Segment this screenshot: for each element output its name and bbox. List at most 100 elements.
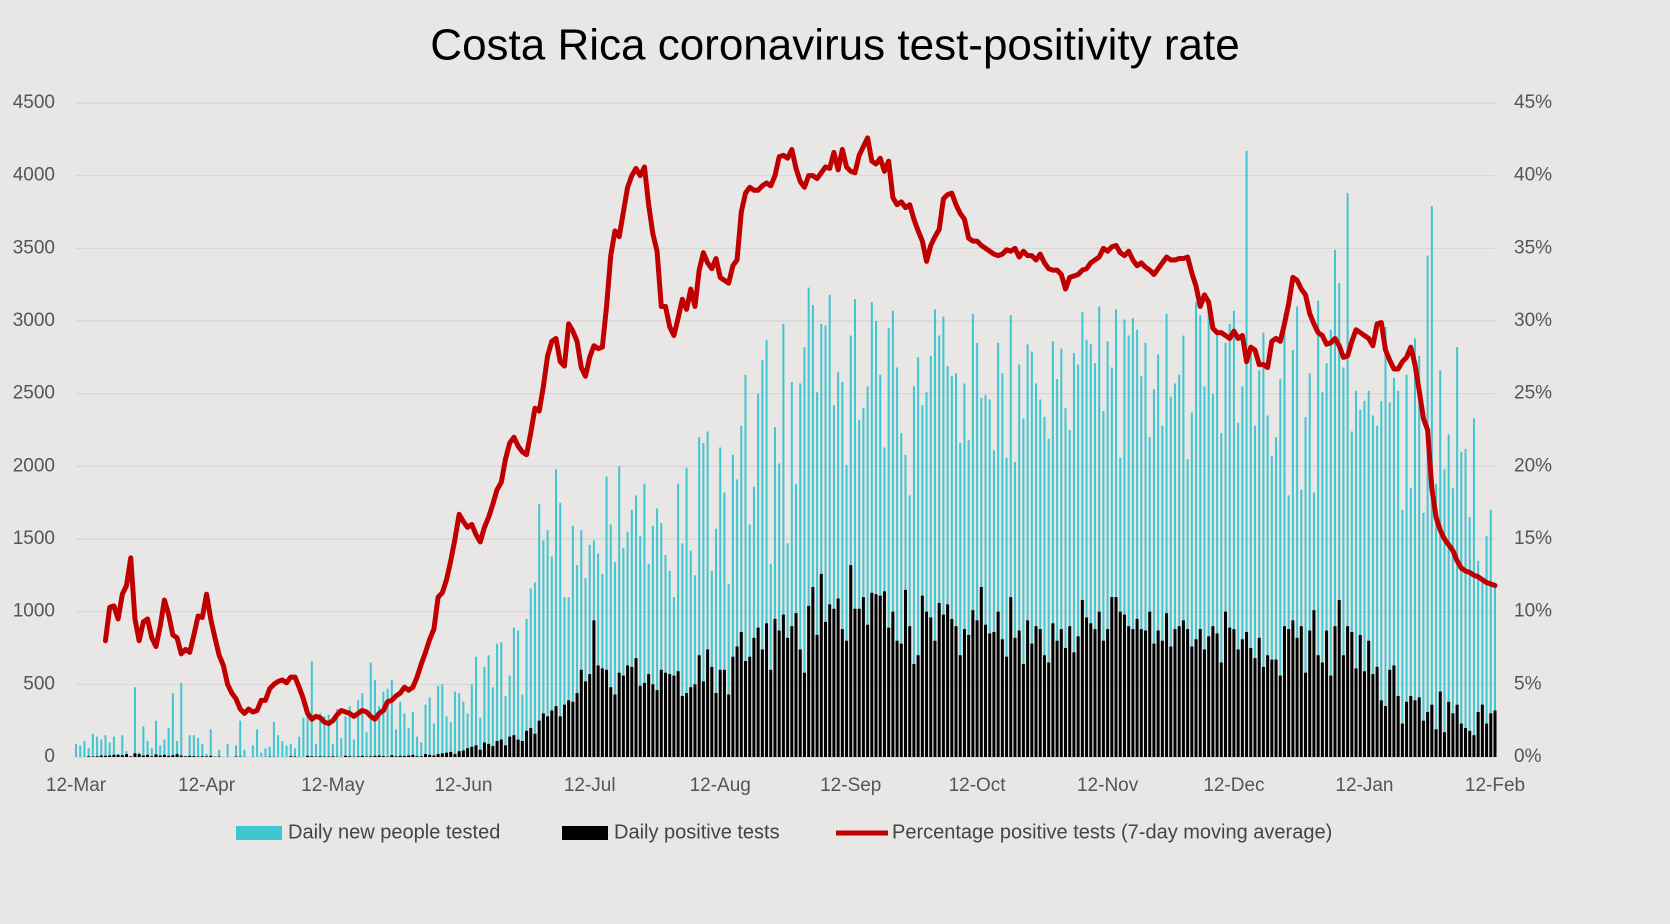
y-tick-label: 4500 bbox=[13, 92, 55, 113]
bar bbox=[794, 613, 798, 757]
bar bbox=[150, 756, 154, 757]
bar bbox=[491, 746, 495, 757]
bar bbox=[87, 756, 91, 757]
bar bbox=[483, 666, 486, 757]
bar bbox=[1148, 611, 1152, 757]
bar bbox=[668, 674, 672, 757]
bar bbox=[731, 454, 734, 757]
bar bbox=[836, 598, 840, 757]
bar bbox=[816, 392, 819, 757]
bar bbox=[1421, 720, 1425, 757]
bar bbox=[601, 573, 604, 757]
bar bbox=[933, 640, 937, 757]
bar bbox=[1464, 448, 1467, 757]
bar bbox=[226, 743, 229, 757]
bar bbox=[693, 684, 697, 757]
bar bbox=[432, 723, 435, 757]
bar bbox=[1438, 691, 1442, 757]
bar bbox=[1127, 626, 1131, 757]
bar bbox=[803, 347, 806, 757]
bar bbox=[521, 694, 524, 757]
bar bbox=[415, 756, 419, 757]
bar bbox=[1447, 701, 1451, 757]
bar bbox=[1397, 390, 1400, 757]
bar bbox=[1346, 626, 1350, 757]
bar bbox=[1068, 430, 1071, 757]
bar bbox=[1253, 425, 1256, 757]
bar bbox=[318, 756, 322, 757]
bar bbox=[423, 754, 427, 757]
bar bbox=[563, 597, 566, 757]
bar bbox=[938, 335, 941, 757]
bar bbox=[1317, 300, 1320, 757]
bar bbox=[748, 524, 751, 757]
bar bbox=[209, 729, 212, 757]
bar bbox=[1375, 666, 1379, 757]
bar bbox=[361, 693, 364, 757]
x-tick-label: 12-Apr bbox=[178, 775, 236, 796]
bar bbox=[411, 754, 415, 757]
bar bbox=[1173, 383, 1176, 757]
bar bbox=[155, 720, 158, 757]
bar bbox=[1485, 536, 1488, 757]
bar bbox=[188, 755, 192, 757]
bar bbox=[609, 687, 613, 757]
bar bbox=[436, 754, 440, 757]
bar bbox=[449, 722, 452, 757]
bar bbox=[824, 621, 828, 757]
bar bbox=[1442, 732, 1446, 757]
bar bbox=[516, 739, 520, 757]
bar bbox=[1405, 701, 1409, 757]
bar bbox=[1136, 329, 1139, 757]
bar bbox=[609, 524, 612, 757]
bar bbox=[285, 745, 288, 757]
x-tick-label: 12-Dec bbox=[1203, 775, 1264, 796]
bar bbox=[778, 463, 781, 757]
bar bbox=[1270, 456, 1273, 757]
bar bbox=[377, 755, 381, 757]
bar bbox=[1333, 249, 1336, 757]
bar bbox=[882, 591, 886, 757]
bar bbox=[950, 618, 954, 757]
bar bbox=[1459, 723, 1463, 757]
bar bbox=[866, 624, 870, 757]
bar bbox=[1224, 342, 1227, 757]
bar bbox=[655, 690, 659, 757]
bar bbox=[466, 748, 470, 757]
x-tick-label: 12-Nov bbox=[1077, 775, 1139, 796]
bar bbox=[689, 687, 693, 757]
bar bbox=[197, 738, 200, 757]
bar bbox=[1039, 399, 1042, 757]
bar bbox=[807, 287, 810, 757]
bar bbox=[1232, 310, 1235, 757]
bar bbox=[504, 695, 507, 757]
bar bbox=[323, 716, 326, 757]
bar bbox=[133, 687, 136, 757]
bar bbox=[1064, 648, 1068, 757]
bar bbox=[315, 743, 318, 757]
bar bbox=[1480, 704, 1484, 757]
bar bbox=[340, 738, 343, 757]
bar bbox=[1013, 637, 1017, 757]
bar bbox=[752, 486, 755, 757]
bar bbox=[722, 669, 726, 757]
bar bbox=[1110, 597, 1114, 757]
bar bbox=[1426, 711, 1430, 757]
bar bbox=[1042, 655, 1046, 757]
bar bbox=[626, 531, 629, 757]
bar bbox=[125, 754, 129, 757]
bar bbox=[887, 328, 890, 757]
bar bbox=[592, 620, 596, 757]
y2-tick-label: 10% bbox=[1514, 601, 1552, 622]
bar bbox=[141, 755, 145, 757]
bar bbox=[475, 656, 478, 757]
bar bbox=[588, 544, 591, 757]
bar bbox=[538, 504, 541, 757]
bar bbox=[1131, 629, 1135, 757]
bar bbox=[559, 502, 562, 757]
bar bbox=[256, 729, 259, 757]
bar bbox=[546, 530, 549, 757]
bar bbox=[108, 755, 112, 757]
bar bbox=[235, 745, 238, 757]
